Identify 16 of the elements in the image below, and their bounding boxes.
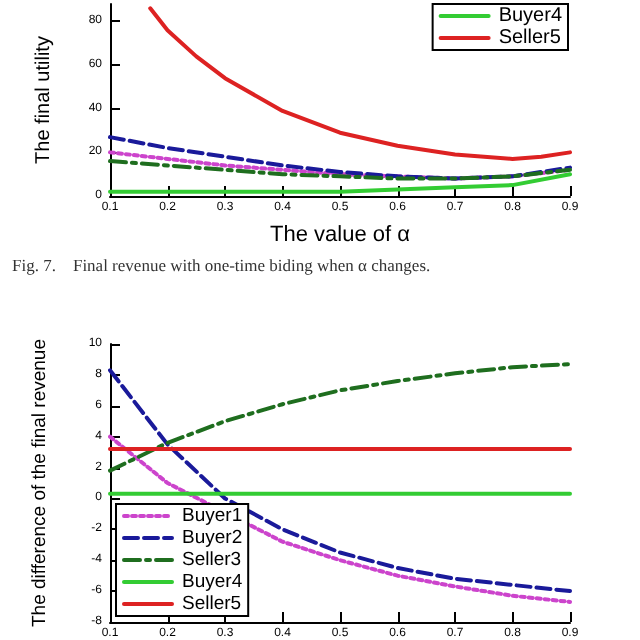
legend-label: Seller5: [182, 593, 242, 615]
legend-label: Seller5: [498, 27, 562, 49]
y-axis-title: The final utility: [33, 36, 55, 164]
y-axis-title: The difference of the final revenue: [29, 338, 51, 628]
legend-label: Buyer4: [498, 5, 563, 27]
line-series: [108, 135, 572, 181]
legend-label: Buyer2: [182, 527, 243, 549]
caption: Fig. 7. Final revenue with one-time biding when α changes.: [12, 255, 431, 275]
line-series: [148, 6, 572, 161]
legend-label: Seller3: [182, 549, 242, 571]
legend-label: Buyer4: [182, 571, 243, 593]
x-axis-title: The value of α: [270, 222, 412, 247]
legend-label: Buyer1: [182, 505, 243, 527]
line-series: [108, 368, 572, 594]
line-series: [108, 362, 572, 473]
line-series: [108, 159, 572, 181]
